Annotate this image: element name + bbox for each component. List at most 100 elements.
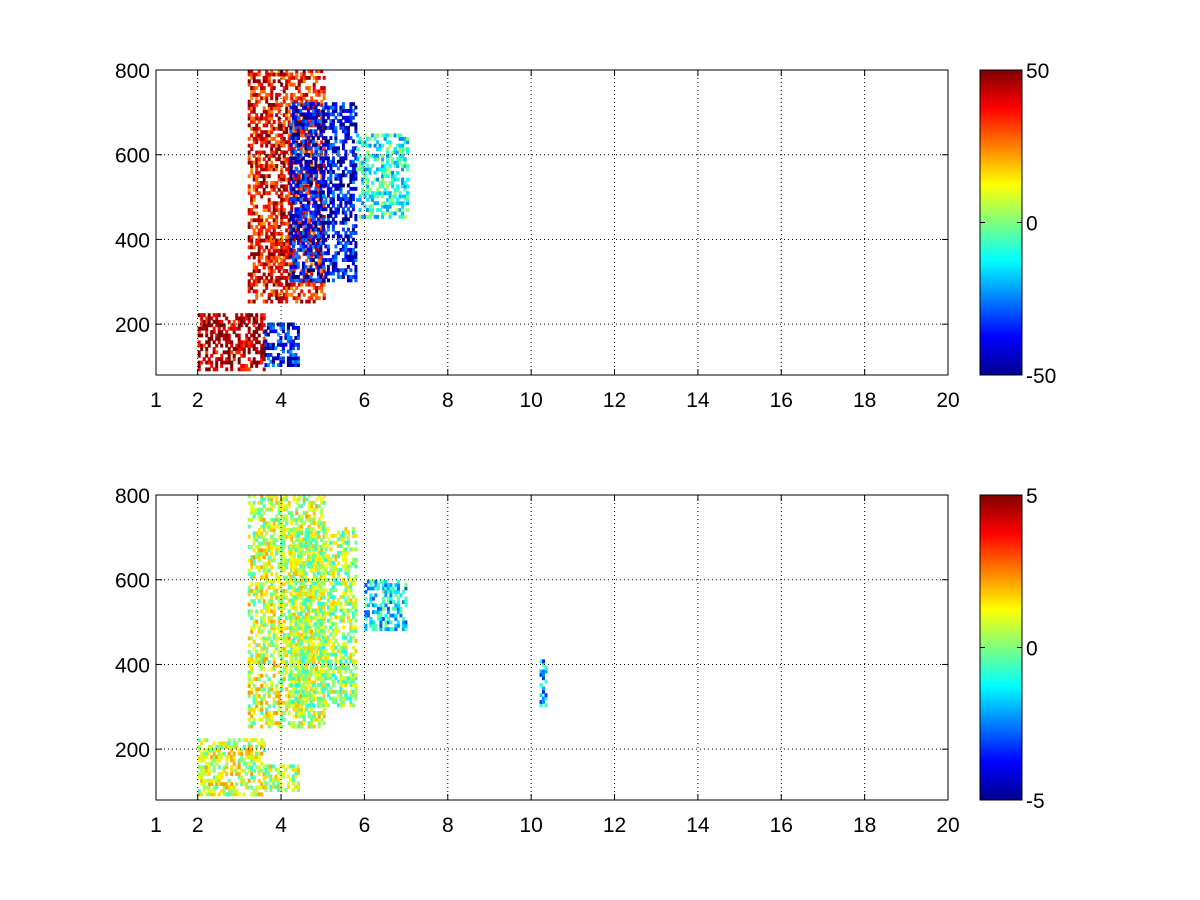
heatmap-cell (287, 157, 291, 162)
heatmap-cell (289, 197, 293, 201)
heatmap-cell (321, 258, 325, 262)
heatmap-cell (320, 511, 324, 515)
heatmap-cell (316, 210, 320, 215)
heatmap-cell (267, 558, 271, 563)
heatmap-cell (317, 75, 321, 80)
heatmap-cell (255, 619, 259, 624)
heatmap-cell (341, 197, 345, 201)
heatmap-cell (297, 79, 301, 84)
heatmap-cell (250, 272, 254, 277)
heatmap-cell (282, 575, 286, 580)
heatmap-cell (295, 677, 299, 682)
heatmap-cell (217, 744, 221, 749)
heatmap-cell (312, 75, 316, 80)
heatmap-cell (319, 156, 323, 161)
heatmap-cell (232, 347, 236, 351)
heatmap-cell (316, 275, 320, 279)
heatmap-cell (275, 517, 279, 522)
heatmap-cell (371, 164, 375, 168)
heatmap-cell (267, 507, 271, 512)
heatmap-cell (300, 79, 304, 84)
heatmap-cell (329, 672, 333, 677)
heatmap-cell (331, 183, 335, 188)
heatmap-cell (322, 531, 326, 536)
heatmap-cell (294, 632, 298, 637)
heatmap-cell (272, 626, 276, 631)
heatmap-cell (319, 264, 323, 269)
heatmap-cell (339, 183, 343, 188)
heatmap-cell (309, 159, 313, 164)
heatmap-cell (291, 258, 295, 262)
heatmap-cell (277, 194, 281, 199)
heatmap-cell (354, 231, 358, 235)
heatmap-cell (341, 696, 345, 701)
heatmap-cell (252, 768, 256, 773)
heatmap-cell (311, 227, 315, 232)
heatmap-cell (202, 319, 206, 324)
heatmap-cell (202, 343, 206, 348)
heatmap-cell (257, 323, 261, 328)
heatmap-cell (280, 82, 284, 87)
x-axis-ticks: 1 2 4 6 8 10 12 14 16 18 20 (150, 70, 960, 412)
heatmap-cell (255, 511, 259, 515)
heatmap-cell (250, 218, 254, 223)
heatmap-cell (371, 208, 375, 212)
heatmap-cell (242, 768, 246, 773)
heatmap-cell (272, 629, 276, 634)
heatmap-cell (295, 507, 299, 512)
heatmap-cell (310, 629, 314, 634)
heatmap-cell (284, 332, 288, 337)
heatmap-cell (334, 656, 338, 660)
heatmap-cell (257, 589, 261, 593)
heatmap-cell (247, 343, 251, 348)
heatmap-cell (237, 775, 241, 780)
heatmap-cell (272, 204, 276, 209)
heatmap-cell (250, 208, 254, 212)
heatmap-cell (250, 721, 254, 726)
heatmap-cell (320, 663, 324, 668)
heatmap-cell (320, 177, 324, 182)
heatmap-cell (271, 325, 275, 330)
heatmap-cell (341, 102, 345, 107)
heatmap-cell (294, 601, 298, 606)
heatmap-cell (344, 669, 348, 674)
heatmap-cell (305, 660, 309, 665)
heatmap-cell (265, 646, 269, 651)
heatmap-cell (264, 346, 268, 351)
heatmap-cell (346, 109, 350, 113)
heatmap-cell (200, 326, 204, 331)
heatmap-cell (307, 197, 311, 202)
heatmap-cell (270, 164, 274, 168)
heatmap-cell (316, 268, 320, 273)
x-tick-label: 2 (192, 389, 204, 412)
heatmap-cell (292, 606, 296, 610)
heatmap-cell (334, 268, 338, 273)
heatmap-cell (285, 575, 289, 580)
heatmap-cell (250, 680, 254, 685)
heatmap-cell (307, 724, 311, 729)
heatmap-cell (306, 683, 310, 687)
heatmap-cell (286, 349, 290, 354)
heatmap-cell (305, 558, 309, 563)
heatmap-cell (320, 255, 324, 260)
heatmap-cell (317, 70, 321, 74)
heatmap-cell (260, 82, 264, 87)
heatmap-cell (289, 700, 293, 704)
heatmap-cell (260, 357, 264, 362)
heatmap-cell (262, 541, 266, 546)
heatmap-cell (319, 642, 323, 647)
heatmap-cell (270, 275, 274, 280)
heatmap-cell (285, 279, 289, 284)
heatmap-cell (277, 704, 281, 709)
heatmap-cell (269, 774, 273, 779)
heatmap-cell (317, 517, 321, 522)
heatmap-cell (316, 700, 320, 704)
heatmap-cell (311, 210, 315, 215)
heatmap-cell (250, 282, 254, 287)
heatmap-cell (294, 771, 298, 776)
heatmap-cell (275, 106, 279, 111)
heatmap-cell (312, 89, 316, 94)
heatmap-cell (202, 326, 206, 331)
heatmap-cell (285, 113, 289, 118)
heatmap-cell (250, 504, 254, 509)
